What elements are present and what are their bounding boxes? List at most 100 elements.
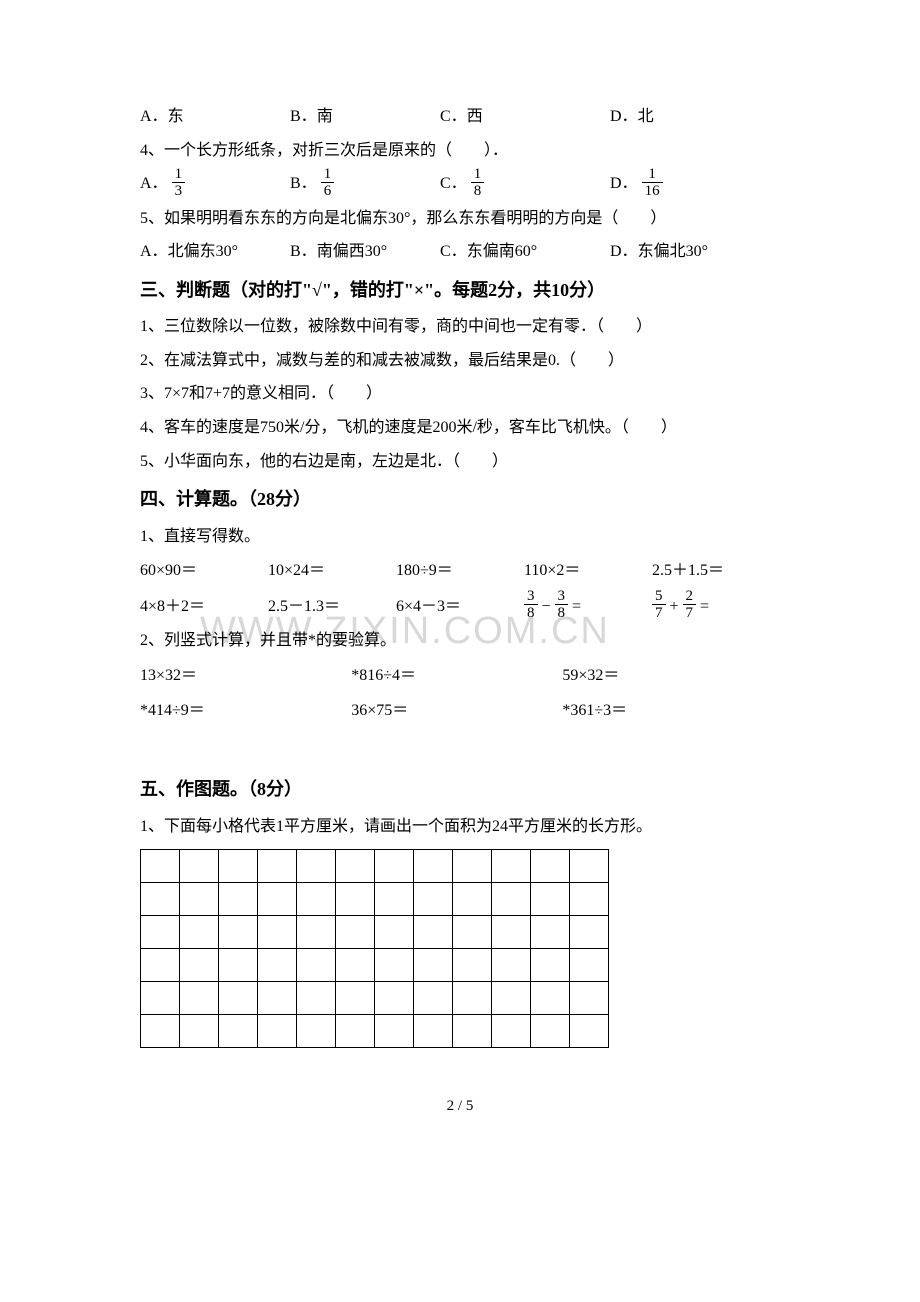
q4-opt-d-label: D． xyxy=(610,175,638,192)
calc-1-1: 60×90＝ xyxy=(140,553,268,588)
grid-cell xyxy=(375,916,414,949)
grid-cell xyxy=(453,982,492,1015)
fraction-icon: 57 xyxy=(652,588,666,622)
q5-opt-c-text: 东偏南60° xyxy=(467,243,537,260)
grid-cell xyxy=(180,949,219,982)
grid-cell xyxy=(453,850,492,883)
q5-opt-b-text: 南偏西30° xyxy=(317,243,387,260)
q4-options-row: A． 13 B． 16 C． 18 D． 116 xyxy=(140,167,780,201)
grid-cell xyxy=(180,883,219,916)
calc-row-1: 60×90＝ 10×24＝ 180÷9＝ 110×2＝ 2.5＋1.5＝ xyxy=(140,553,780,588)
frac-num: 1 xyxy=(642,166,663,184)
grid-cell xyxy=(414,916,453,949)
grid-cell xyxy=(453,916,492,949)
q3-opt-c-text: 西 xyxy=(467,108,483,125)
s4-sub2: 2、列竖式计算，并且带*的要验算。 xyxy=(140,624,780,658)
grid-cell xyxy=(492,916,531,949)
q5-opt-d-text: 东偏北30° xyxy=(638,243,708,260)
fraction-icon: 38 xyxy=(524,588,538,622)
grid-cell xyxy=(570,883,609,916)
grid-cell xyxy=(531,1015,570,1048)
q4-opt-c: C． 18 xyxy=(440,167,610,201)
grid-cell xyxy=(258,883,297,916)
q3-opt-a: A．东 xyxy=(140,100,290,134)
grid-cell xyxy=(141,916,180,949)
frac-den: 3 xyxy=(172,183,186,200)
grid-cell xyxy=(258,982,297,1015)
grid-cell xyxy=(219,982,258,1015)
grid-cell xyxy=(375,883,414,916)
grid-cell xyxy=(531,949,570,982)
grid-cell xyxy=(258,916,297,949)
s3-item-4: 4、客车的速度是750米/分，飞机的速度是200米/秒，客车比飞机快。（ ） xyxy=(140,411,780,445)
q4-opt-d: D． 116 xyxy=(610,167,760,201)
calc-4-3: *361÷3＝ xyxy=(562,693,773,728)
q4-opt-b: B． 16 xyxy=(290,167,440,201)
q4-opt-a: A． 13 xyxy=(140,167,290,201)
fraction-icon: 13 xyxy=(172,166,186,200)
grid-cell xyxy=(453,949,492,982)
frac-num: 1 xyxy=(321,166,335,184)
q4-opt-c-label: C． xyxy=(440,175,467,192)
grid-cell xyxy=(531,883,570,916)
calc-4-1: *414÷9＝ xyxy=(140,693,351,728)
q3-options-row: A．东 B．南 C．西 D．北 xyxy=(140,100,780,134)
frac-num: 1 xyxy=(172,166,186,184)
grid-cell xyxy=(414,949,453,982)
grid-cell xyxy=(258,1015,297,1048)
q5-opt-c: C．东偏南60° xyxy=(440,235,610,269)
grid-cell xyxy=(492,850,531,883)
calc-1-4: 110×2＝ xyxy=(524,553,652,588)
grid-cell xyxy=(375,1015,414,1048)
calc-2-5: 57 + 27 = xyxy=(652,589,780,624)
calc-2-3: 6×4－3＝ xyxy=(396,589,524,624)
grid-cell xyxy=(219,850,258,883)
grid-cell xyxy=(141,949,180,982)
grid-cell xyxy=(375,949,414,982)
q3-opt-b: B．南 xyxy=(290,100,440,134)
calc-3-2: *816÷4＝ xyxy=(351,658,562,693)
grid-cell xyxy=(336,916,375,949)
frac-op: + xyxy=(670,598,679,615)
grid-cell xyxy=(375,850,414,883)
frac-den: 6 xyxy=(321,183,335,200)
s3-item-2: 2、在减法算式中，减数与差的和减去被减数，最后结果是0.（ ） xyxy=(140,344,780,378)
grid-cell xyxy=(492,1015,531,1048)
grid-cell xyxy=(570,949,609,982)
fraction-icon: 18 xyxy=(471,166,485,200)
calc-3-1: 13×32＝ xyxy=(140,658,351,693)
section5-heading: 五、作图题。（8分） xyxy=(140,770,780,810)
grid-cell xyxy=(492,982,531,1015)
grid-cell xyxy=(570,850,609,883)
q3-opt-b-text: 南 xyxy=(317,108,333,125)
grid-cell xyxy=(570,1015,609,1048)
q5-opt-d: D．东偏北30° xyxy=(610,235,760,269)
grid-cell xyxy=(297,949,336,982)
q5-text: 5、如果明明看东东的方向是北偏东30°，那么东东看明明的方向是（ ） xyxy=(140,202,780,236)
grid-cell xyxy=(492,883,531,916)
fraction-icon: 38 xyxy=(555,588,569,622)
frac-num: 2 xyxy=(683,588,697,606)
grid-cell xyxy=(453,883,492,916)
calc-2-1: 4×8＋2＝ xyxy=(140,589,268,624)
q3-opt-d-text: 北 xyxy=(638,108,654,125)
grid-cell xyxy=(180,1015,219,1048)
answer-grid xyxy=(140,849,609,1048)
grid-cell xyxy=(297,1015,336,1048)
frac-num: 1 xyxy=(471,166,485,184)
calc-2-4: 38 − 38 = xyxy=(524,589,652,624)
q5-options-row: A．北偏东30° B．南偏西30° C．东偏南60° D．东偏北30° xyxy=(140,235,780,269)
calc-1-2: 10×24＝ xyxy=(268,553,396,588)
grid-cell xyxy=(141,850,180,883)
grid-cell xyxy=(141,883,180,916)
page-footer: 2 / 5 xyxy=(140,1098,780,1115)
q5-opt-b: B．南偏西30° xyxy=(290,235,440,269)
frac-den: 8 xyxy=(471,183,485,200)
q3-opt-d: D．北 xyxy=(610,100,760,134)
grid-cell xyxy=(336,949,375,982)
grid-cell xyxy=(492,949,531,982)
grid-cell xyxy=(180,982,219,1015)
grid-cell xyxy=(531,916,570,949)
grid-cell xyxy=(258,850,297,883)
grid-cell xyxy=(336,982,375,1015)
